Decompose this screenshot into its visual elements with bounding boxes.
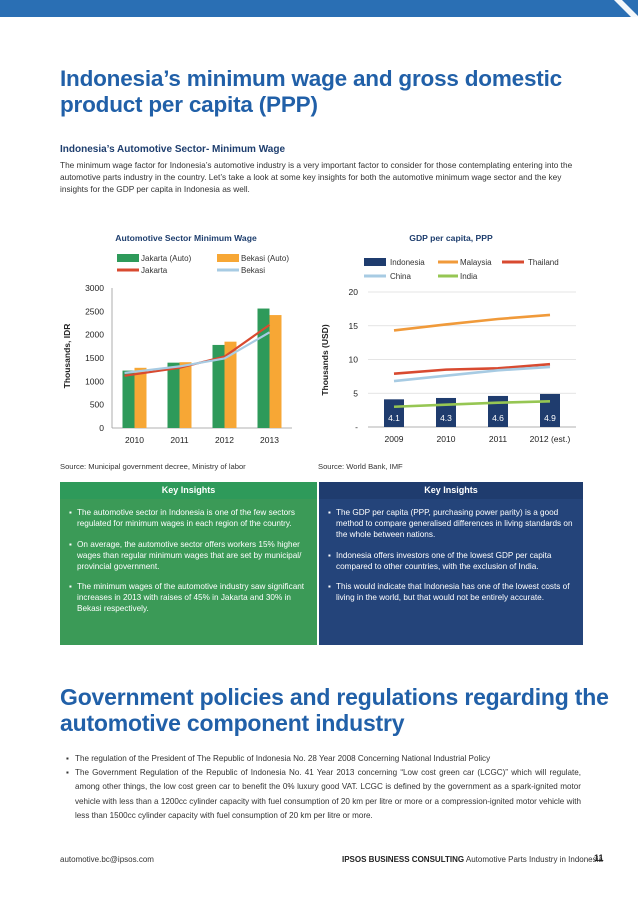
bar-data-label: 4.9 [544, 413, 556, 423]
key-insights-panel-right: The GDP per capita (PPP, purchasing powe… [319, 499, 583, 645]
insight-item: The GDP per capita (PPP, purchasing powe… [328, 507, 573, 540]
legend-label-thailand: Thailand [528, 258, 559, 267]
x-tick-label: 2010 [437, 434, 456, 444]
legend-label-bekasi-auto: Bekasi (Auto) [241, 254, 289, 263]
bar-data-label: 4.6 [492, 413, 504, 423]
y-tick-label: 2000 [85, 330, 104, 340]
page-title: Indonesia’s minimum wage and gross domes… [60, 66, 562, 117]
y-tick-label: 3000 [85, 283, 104, 293]
y-tick-label: 500 [90, 400, 104, 410]
legend-label-bekasi: Bekasi [241, 266, 265, 275]
legend-label-malaysia: Malaysia [460, 258, 492, 267]
bar-bekasi-auto- [224, 341, 237, 428]
insight-item: The minimum wages of the automotive indu… [69, 581, 307, 614]
x-tick-label: 2011 [170, 435, 189, 445]
source-note-right: Source: World Bank, IMF [318, 462, 403, 471]
legend-swatch-bekasi-auto [217, 254, 239, 262]
key-insights-panel-left: The automotive sector in Indonesia is on… [60, 499, 317, 645]
y-tick-label: 1000 [85, 376, 104, 386]
y-tick-label: 1500 [85, 353, 104, 363]
x-tick-label: 2012 (est.) [530, 434, 571, 444]
insight-item: Indonesia offers investors one of the lo… [328, 550, 573, 572]
footer-email[interactable]: automotive.bc@ipsos.com [60, 855, 154, 864]
bar-jakarta-auto- [167, 362, 180, 428]
policy-item: The Government Regulation of the Republi… [66, 766, 581, 823]
legend-label-india: India [460, 272, 478, 281]
y-tick-label: 20 [349, 287, 359, 297]
policy-list: The regulation of the President of The R… [66, 752, 581, 823]
intro-paragraph: The minimum wage factor for Indonesia’s … [60, 160, 573, 194]
chart-legend: Jakarta (Auto) Bekasi (Auto) Jakarta Bek… [117, 254, 289, 275]
source-note-left: Source: Municipal government decree, Min… [60, 462, 246, 471]
y-axis-label: Thousands, IDR [62, 324, 72, 389]
insight-item: On average, the automotive sector offers… [69, 539, 307, 572]
line-india [393, 400, 551, 409]
section-subheading: Indonesia’s Automotive Sector- Minimum W… [60, 144, 286, 155]
line-malaysia [393, 313, 551, 332]
y-tick-label: 2500 [85, 306, 104, 316]
key-insights-heading-left: Key Insights [60, 482, 317, 499]
x-tick-label: 2011 [489, 434, 508, 444]
x-tick-label: 2012 [215, 435, 234, 445]
corner-decoration [614, 0, 638, 24]
bar-data-label: 4.1 [388, 413, 400, 423]
line-thailand [393, 362, 551, 375]
chart-legend: Indonesia Malaysia Thailand China India [364, 258, 559, 281]
y-tick-label: - [355, 422, 358, 432]
x-tick-label: 2010 [125, 435, 144, 445]
bar-bekasi-auto- [179, 362, 192, 428]
chart-title: Automotive Sector Minimum Wage [115, 233, 257, 243]
footer-doc-info: IPSOS BUSINESS CONSULTING Automotive Par… [342, 855, 603, 864]
x-tick-label: 2009 [385, 434, 404, 444]
legend-label-indonesia: Indonesia [390, 258, 425, 267]
legend-label-jakarta-auto: Jakarta (Auto) [141, 254, 192, 263]
key-insights-heading-right: Key Insights [319, 482, 583, 499]
legend-swatch-jakarta-auto [117, 254, 139, 262]
bar-bekasi-auto- [269, 315, 282, 428]
top-banner [0, 0, 638, 17]
insight-item: The automotive sector in Indonesia is on… [69, 507, 307, 529]
legend-label-china: China [390, 272, 411, 281]
y-tick-label: 5 [353, 388, 358, 398]
footer-doc-title: Automotive Parts Industry in Indonesia [465, 855, 603, 864]
bar-jakarta-auto- [122, 370, 135, 428]
policy-item: The regulation of the President of The R… [66, 752, 581, 766]
footer-brand: IPSOS BUSINESS CONSULTING [342, 855, 465, 864]
section-title: Government policies and regulations rega… [60, 684, 609, 736]
y-axis-label: Thousands (USD) [320, 324, 330, 395]
minimum-wage-chart: Automotive Sector Minimum Wage Jakarta (… [62, 233, 292, 445]
page-number: 11 [594, 853, 604, 863]
x-tick-label: 2013 [260, 435, 279, 445]
bar-data-label: 4.3 [440, 413, 452, 423]
y-tick-label: 10 [349, 355, 359, 365]
y-tick-label: 15 [349, 321, 359, 331]
chart-title: GDP per capita, PPP [409, 233, 493, 243]
line-bekasi [124, 331, 271, 375]
insight-item: This would indicate that Indonesia has o… [328, 581, 573, 603]
bar-bekasi-auto- [134, 367, 147, 428]
legend-swatch-indonesia [364, 258, 386, 266]
y-tick-label: 0 [99, 423, 104, 433]
bar-jakarta-auto- [212, 344, 225, 428]
line-china [393, 365, 551, 383]
gdp-per-capita-chart: GDP per capita, PPP Indonesia Malaysia T… [320, 233, 576, 444]
legend-label-jakarta: Jakarta [141, 266, 168, 275]
